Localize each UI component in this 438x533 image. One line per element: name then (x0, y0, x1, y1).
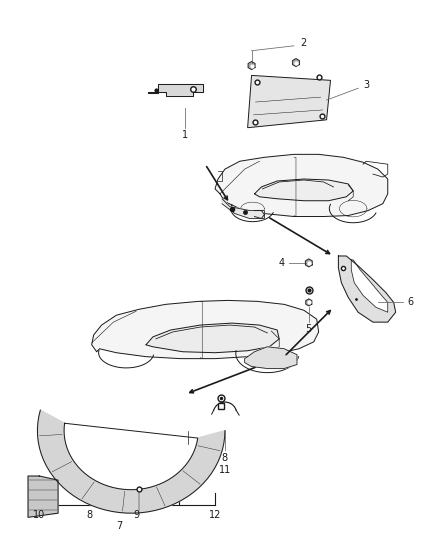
Text: 11: 11 (219, 465, 231, 475)
Polygon shape (28, 476, 58, 518)
Polygon shape (215, 155, 388, 216)
Polygon shape (148, 84, 203, 96)
Text: 4: 4 (278, 258, 284, 268)
Text: 1: 1 (182, 130, 188, 140)
Text: 10: 10 (33, 510, 46, 520)
Polygon shape (92, 301, 319, 359)
Text: 5: 5 (306, 324, 312, 334)
Polygon shape (306, 299, 312, 306)
Polygon shape (305, 259, 312, 267)
Polygon shape (222, 199, 265, 219)
Polygon shape (248, 62, 255, 69)
Text: 12: 12 (209, 510, 221, 520)
Polygon shape (245, 347, 297, 368)
Text: 3: 3 (363, 80, 369, 90)
Polygon shape (247, 75, 331, 128)
Text: 2: 2 (301, 38, 307, 48)
Text: 8: 8 (222, 453, 228, 463)
Polygon shape (254, 179, 353, 201)
Polygon shape (146, 323, 279, 353)
Polygon shape (293, 59, 300, 67)
Text: 9: 9 (133, 510, 139, 520)
Text: 7: 7 (116, 521, 123, 531)
Text: 8: 8 (87, 510, 93, 520)
Polygon shape (37, 410, 225, 513)
Text: 6: 6 (407, 297, 413, 308)
Polygon shape (339, 256, 396, 322)
